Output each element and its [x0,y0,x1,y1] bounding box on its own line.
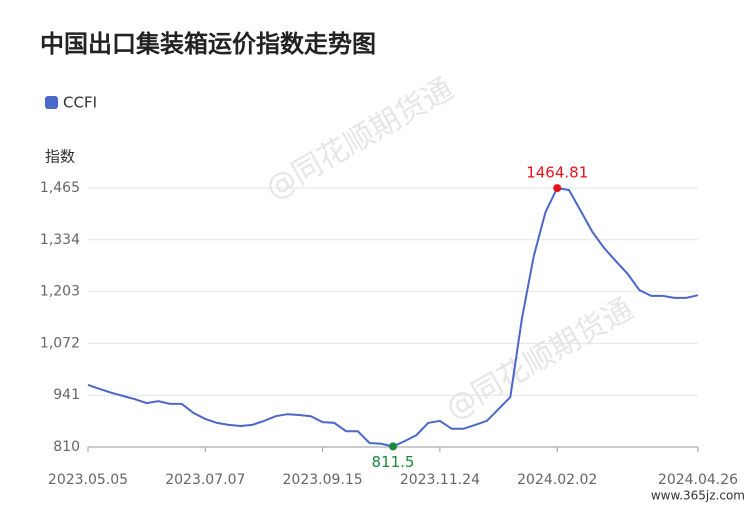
x-tick-label: 2023.05.05 [48,472,128,488]
legend-marker [45,96,58,109]
data-label: 811.5 [372,453,415,471]
chart-title: 中国出口集装箱运价指数走势图 [40,30,376,58]
x-tick-label: 2023.09.15 [283,472,363,488]
y-tick-label: 1,465 [40,180,80,196]
watermark: @同花顺期货通 [260,71,459,206]
x-tick-label: 2023.11.24 [400,472,480,488]
y-tick-label: 1,334 [40,232,80,248]
y-tick-label: 810 [53,439,80,455]
watermark: @同花顺期货通 [440,291,639,426]
extreme-point [553,184,562,193]
data-label: 1464.81 [526,164,588,182]
x-tick-label: 2024.02.02 [517,472,597,488]
extreme-point [389,442,397,451]
corner-text: www.365jz.com [651,489,745,503]
x-tick-label: 2023.07.07 [165,472,245,488]
x-tick-label: 2024.04.26 [658,472,738,488]
y-axis-label: 指数 [45,148,75,166]
y-tick-label: 1,072 [40,335,80,351]
legend-label: CCFI [63,94,97,112]
y-tick-label: 941 [53,387,80,403]
y-tick-label: 1,203 [40,284,80,300]
